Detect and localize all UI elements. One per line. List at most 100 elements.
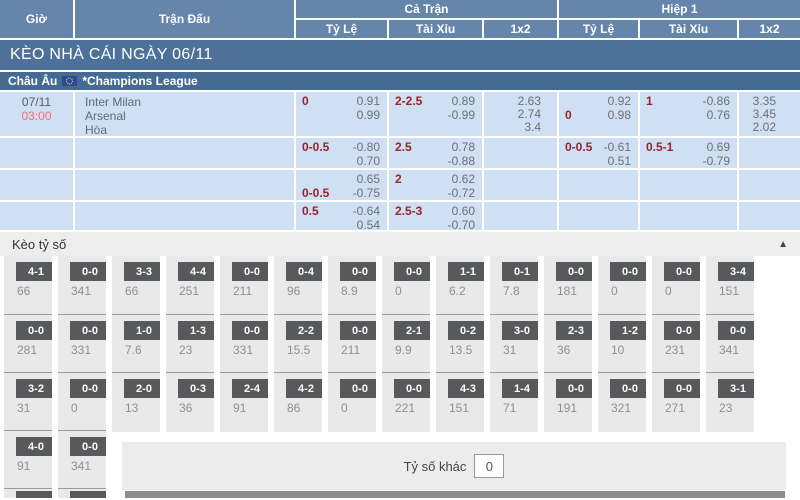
score-chip[interactable]: 0-0	[340, 321, 376, 340]
odds-cell-ft-handicap[interactable]: 0-0.5 -0.80 0.70	[296, 138, 387, 168]
score-tile[interactable]: 0-0 0	[328, 372, 376, 430]
score-chip[interactable]: 4-0	[16, 437, 52, 456]
score-chip[interactable]: 0-0	[232, 262, 268, 281]
score-tile[interactable]: 0-0 8.9	[328, 256, 376, 314]
score-tile[interactable]: 3-3 66	[112, 256, 160, 314]
score-tile[interactable]: 1-1 6.2	[436, 256, 484, 314]
score-tile[interactable]: 0-0 0	[58, 372, 106, 430]
score-tile[interactable]: 0-0 341	[58, 256, 106, 314]
score-tile[interactable]: 0-3 36	[166, 372, 214, 430]
score-tile[interactable]: 0-0 221	[382, 372, 430, 430]
score-tile[interactable]: 0-0 0	[652, 256, 700, 314]
score-tile[interactable]: 3-2 31	[4, 372, 52, 430]
score-tile[interactable]: 2-2 15.5	[274, 314, 322, 372]
score-tile[interactable]: 2-3 36	[544, 314, 592, 372]
league-bar[interactable]: Châu Âu *Champions League	[0, 72, 800, 90]
odds-cell-ft-handicap[interactable]: 0 0.91 0.99	[296, 92, 387, 136]
score-chip[interactable]: 0-0	[610, 262, 646, 281]
score-chip[interactable]: 3-1	[718, 379, 754, 398]
score-tile[interactable]: 4-4 251	[166, 256, 214, 314]
score-chip[interactable]: 4-1	[16, 262, 52, 281]
score-tile[interactable]: 0-1 7.8	[490, 256, 538, 314]
score-chip[interactable]: 0-0	[70, 321, 106, 340]
score-chip[interactable]: 0-0	[340, 262, 376, 281]
score-tile[interactable]: 0-0 211	[328, 314, 376, 372]
score-tile[interactable]: 0-0 331	[58, 314, 106, 372]
score-chip[interactable]: 1-0	[124, 321, 160, 340]
score-tile[interactable]: 0-2 13.5	[436, 314, 484, 372]
score-chip[interactable]: 1-1	[448, 262, 484, 281]
odds-cell-ft-handicap[interactable]: 0.5 -0.64 0.54	[296, 202, 387, 230]
score-chip[interactable]: 0-0	[70, 437, 106, 456]
score-chip[interactable]: 1-3	[178, 321, 214, 340]
odds-cell-h1-handicap[interactable]: 0-0.5 -0.61 0.51	[559, 138, 638, 168]
score-tile[interactable]: 0-0 0	[598, 256, 646, 314]
score-tile[interactable]: 0-4 96	[274, 256, 322, 314]
score-chip[interactable]: 0-4	[286, 262, 322, 281]
score-tile[interactable]: 1-4 71	[490, 372, 538, 430]
score-chip[interactable]: 0-0	[664, 379, 700, 398]
score-tile[interactable]: 2-0 13	[112, 372, 160, 430]
score-chip[interactable]: 3-4	[718, 262, 754, 281]
score-chip[interactable]: 4-3	[448, 379, 484, 398]
score-chip[interactable]: 3-2	[16, 379, 52, 398]
score-tile[interactable]: 0-0 231	[652, 314, 700, 372]
odds-cell-h1-handicap[interactable]: 0.92 0 0.98	[559, 92, 638, 136]
score-tile[interactable]: 1-3 23	[166, 314, 214, 372]
score-tile[interactable]: 4-3 151	[436, 372, 484, 430]
odds-cell-h1-overunder[interactable]: 0.5-1 0.69 -0.79	[640, 138, 737, 168]
odds-cell-ft-overunder[interactable]: 2.5 0.78 -0.88	[389, 138, 482, 168]
odds-cell-ft-overunder[interactable]: 2 0.62 -0.72	[389, 170, 482, 200]
score-chip[interactable]: 3-3	[124, 262, 160, 281]
score-chip[interactable]: 4-2	[286, 379, 322, 398]
collapse-up-icon[interactable]: ▲	[778, 238, 788, 250]
score-tile[interactable]: 3-1 23	[706, 372, 754, 430]
score-chip[interactable]: 0-0	[70, 262, 106, 281]
score-chip[interactable]: 0-0	[718, 321, 754, 340]
score-tile[interactable]: 2-4 91	[220, 372, 268, 430]
odds-cell-ft-overunder[interactable]: 2-2.5 0.89 -0.99	[389, 92, 482, 136]
score-chip[interactable]: 2-3	[556, 321, 592, 340]
score-chip[interactable]: 0-0	[394, 379, 430, 398]
score-chip[interactable]: 1-2	[610, 321, 646, 340]
odds-cell-h1-overunder[interactable]: 1 -0.86 0.76	[640, 92, 737, 136]
score-chip[interactable]: 0-0	[394, 262, 430, 281]
score-chip[interactable]: 4-4	[178, 262, 214, 281]
score-tile[interactable]: 0-0 331	[220, 314, 268, 372]
score-section-header[interactable]: Kèo tỷ số ▲	[0, 232, 800, 256]
score-chip[interactable]: 0-0	[610, 379, 646, 398]
score-tile[interactable]: 1-2 10	[598, 314, 646, 372]
score-tile[interactable]: 0-0 211	[220, 256, 268, 314]
score-tile[interactable]: 0-0 281	[4, 314, 52, 372]
score-chip[interactable]: 1-4	[502, 379, 538, 398]
score-chip[interactable]: 0-0	[664, 321, 700, 340]
score-chip[interactable]: 0-0	[556, 379, 592, 398]
score-chip[interactable]: 0-0	[556, 262, 592, 281]
odds-cell-ft-1x2[interactable]: 2.63 2.74 3.4	[484, 92, 557, 136]
score-chip[interactable]: 2-4	[232, 379, 268, 398]
score-tile[interactable]: 4-2 86	[274, 372, 322, 430]
score-chip[interactable]: 3-0	[502, 321, 538, 340]
score-chip[interactable]: 2-1	[394, 321, 430, 340]
score-chip[interactable]: 0-0	[16, 321, 52, 340]
score-tile[interactable]: 1-0 7.6	[112, 314, 160, 372]
score-tile[interactable]: 0-0 0	[382, 256, 430, 314]
score-tile[interactable]: 0-0 271	[652, 372, 700, 430]
score-tile[interactable]: 0-0 321	[598, 372, 646, 430]
odds-cell-h1-1x2[interactable]: 3.35 3.45 2.02	[739, 92, 800, 136]
score-tile[interactable]: 0-0 191	[544, 372, 592, 430]
score-chip[interactable]: 0-1	[502, 262, 538, 281]
score-chip[interactable]: 0-0	[232, 321, 268, 340]
score-tile[interactable]: 0-0 341	[706, 314, 754, 372]
score-tile[interactable]: 2-1 9.9	[382, 314, 430, 372]
score-chip[interactable]: 0-0	[340, 379, 376, 398]
score-tile[interactable]: 0-0 181	[544, 256, 592, 314]
score-tile[interactable]: 3-0 31	[490, 314, 538, 372]
score-tile[interactable]: 0-0 341	[58, 430, 106, 488]
score-chip[interactable]: 0-3	[178, 379, 214, 398]
score-tile[interactable]: 4-0 91	[4, 430, 52, 488]
odds-cell-ft-overunder[interactable]: 2.5-3 0.60 -0.70	[389, 202, 482, 230]
odds-cell-ft-handicap[interactable]: 0.65 0-0.5 -0.75	[296, 170, 387, 200]
score-chip[interactable]: 2-2	[286, 321, 322, 340]
score-tile[interactable]: 3-4 151	[706, 256, 754, 314]
